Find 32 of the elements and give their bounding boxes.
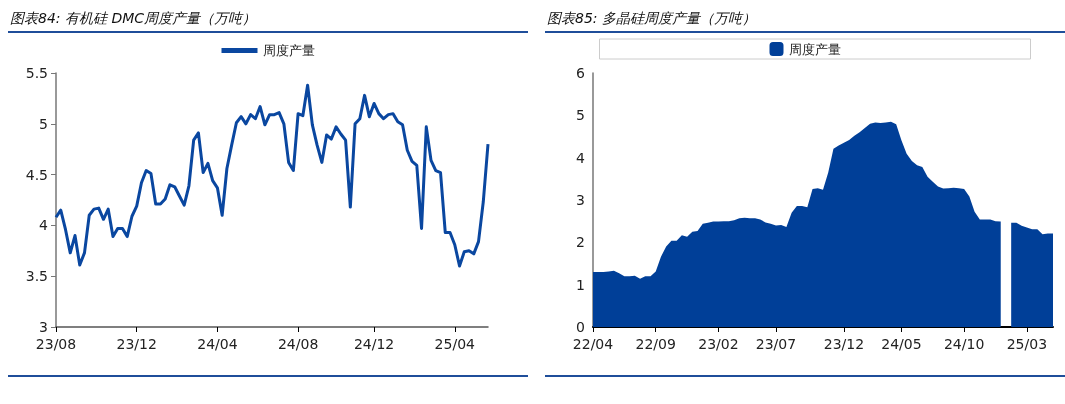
- y-tick-label: 3: [39, 319, 48, 335]
- y-tick-label: 6: [576, 65, 586, 81]
- line-series: [54, 83, 490, 268]
- x-tick-label: 24/10: [943, 336, 985, 352]
- x-tick-label: 24/05: [881, 336, 922, 352]
- y-tick-label: 4: [576, 149, 586, 166]
- x-tick-label: 23/08: [35, 336, 77, 352]
- x-tick-label: 25/03: [1006, 336, 1048, 352]
- x-tick-label: 24/04: [197, 336, 238, 352]
- x-tick-label: 23/07: [755, 336, 797, 352]
- y-tick-label: 2: [576, 234, 585, 251]
- y-tick-label: 4: [39, 217, 49, 234]
- chart-title: 图表85: 多晶硅周度产量（万吨）: [545, 8, 1065, 33]
- y-tick-label: 0: [576, 319, 585, 335]
- x-tick-label: 23/02: [698, 336, 739, 352]
- x-tick-label: 22/04: [572, 336, 614, 352]
- y-tick-label: 3: [576, 192, 585, 208]
- x-tick-label: 25/04: [434, 336, 476, 352]
- x-tick-label: 22/09: [635, 336, 676, 352]
- x-tick-label: 23/12: [823, 336, 865, 352]
- y-tick-label: 1: [576, 276, 585, 293]
- legend-label: 周度产量: [262, 43, 315, 58]
- y-tick-label: 5: [576, 107, 585, 124]
- legend-label: 周度产量: [788, 41, 841, 57]
- x-tick-label: 24/12: [353, 336, 395, 352]
- x-tick-label: 24/08: [277, 336, 319, 352]
- y-tick-label: 5.5: [25, 65, 48, 81]
- y-tick-label: 3.5: [25, 268, 48, 285]
- y-tick-label: 4.5: [25, 166, 48, 183]
- chart-title: 图表84: 有机硅 DMC周度产量（万吨）: [8, 8, 528, 33]
- y-tick-label: 5: [39, 115, 48, 132]
- x-tick-label: 23/12: [116, 336, 157, 352]
